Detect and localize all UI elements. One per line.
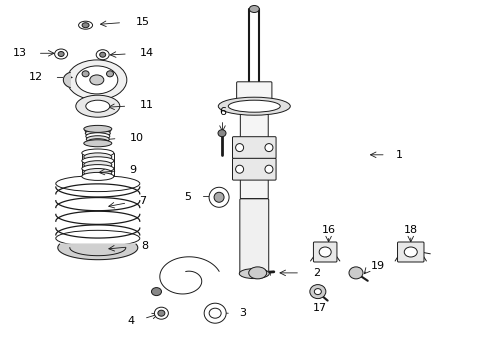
FancyBboxPatch shape	[239, 199, 268, 275]
Text: 16: 16	[321, 225, 335, 235]
Ellipse shape	[154, 307, 168, 319]
Text: 4: 4	[127, 316, 134, 327]
Ellipse shape	[83, 161, 112, 169]
Text: 1: 1	[395, 150, 402, 160]
Ellipse shape	[87, 139, 108, 146]
Ellipse shape	[85, 133, 110, 140]
Ellipse shape	[86, 136, 109, 143]
Ellipse shape	[218, 130, 225, 137]
Ellipse shape	[76, 95, 120, 117]
Ellipse shape	[264, 144, 272, 152]
Ellipse shape	[83, 140, 112, 147]
Ellipse shape	[239, 269, 269, 279]
Ellipse shape	[55, 49, 67, 59]
Ellipse shape	[228, 100, 280, 112]
Ellipse shape	[151, 288, 161, 296]
Ellipse shape	[248, 267, 266, 279]
Ellipse shape	[235, 144, 243, 152]
Ellipse shape	[58, 51, 64, 57]
Text: 9: 9	[129, 165, 137, 175]
Ellipse shape	[79, 21, 92, 29]
Ellipse shape	[81, 149, 114, 157]
Ellipse shape	[81, 172, 114, 180]
Text: 18: 18	[403, 225, 417, 235]
FancyBboxPatch shape	[232, 137, 276, 158]
Ellipse shape	[309, 285, 325, 298]
Text: 17: 17	[313, 303, 326, 313]
Ellipse shape	[214, 192, 224, 202]
Ellipse shape	[90, 75, 103, 85]
Ellipse shape	[314, 289, 321, 294]
Text: 6: 6	[219, 107, 225, 117]
Polygon shape	[58, 244, 138, 260]
Ellipse shape	[82, 23, 89, 28]
Ellipse shape	[84, 127, 111, 134]
Polygon shape	[63, 72, 70, 87]
Text: 19: 19	[370, 261, 384, 271]
Ellipse shape	[76, 66, 118, 94]
Ellipse shape	[81, 157, 114, 165]
Text: 3: 3	[239, 308, 246, 318]
Ellipse shape	[67, 60, 126, 100]
Ellipse shape	[158, 310, 164, 316]
Ellipse shape	[83, 168, 112, 176]
Text: 10: 10	[129, 132, 143, 143]
Ellipse shape	[83, 125, 112, 132]
Text: 13: 13	[13, 48, 27, 58]
Ellipse shape	[249, 5, 259, 13]
FancyBboxPatch shape	[232, 158, 276, 180]
FancyBboxPatch shape	[236, 82, 271, 108]
Ellipse shape	[235, 165, 243, 173]
Text: 2: 2	[312, 268, 320, 278]
FancyBboxPatch shape	[240, 106, 268, 198]
FancyBboxPatch shape	[397, 242, 423, 262]
Ellipse shape	[85, 100, 110, 112]
Ellipse shape	[83, 153, 112, 161]
FancyBboxPatch shape	[313, 242, 336, 262]
Ellipse shape	[85, 130, 110, 137]
Text: 11: 11	[139, 100, 153, 111]
Ellipse shape	[404, 247, 416, 257]
Text: 15: 15	[136, 17, 150, 27]
Text: 8: 8	[141, 241, 148, 251]
Ellipse shape	[209, 308, 221, 318]
Ellipse shape	[82, 71, 89, 77]
Ellipse shape	[106, 71, 113, 77]
Ellipse shape	[209, 187, 228, 207]
Ellipse shape	[264, 165, 272, 173]
Text: 7: 7	[139, 195, 146, 206]
Ellipse shape	[348, 267, 362, 279]
Ellipse shape	[81, 165, 114, 172]
Ellipse shape	[204, 303, 225, 323]
Ellipse shape	[319, 247, 330, 257]
Text: 5: 5	[183, 192, 190, 202]
Ellipse shape	[100, 52, 105, 57]
Text: 12: 12	[29, 72, 43, 82]
Ellipse shape	[218, 97, 290, 115]
Text: 14: 14	[139, 48, 153, 58]
Ellipse shape	[96, 50, 109, 60]
